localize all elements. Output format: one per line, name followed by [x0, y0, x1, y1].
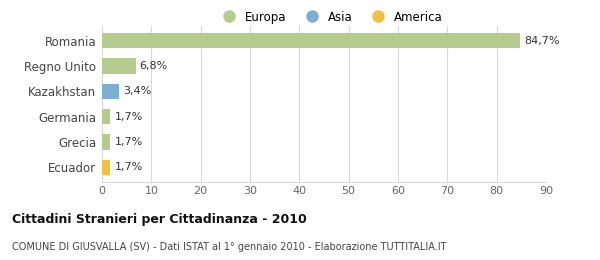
Text: 1,7%: 1,7%: [115, 112, 143, 122]
Bar: [102, 160, 110, 175]
Text: 84,7%: 84,7%: [524, 36, 559, 46]
Bar: [102, 33, 520, 48]
Text: 3,4%: 3,4%: [123, 86, 151, 96]
Text: Cittadini Stranieri per Cittadinanza - 2010: Cittadini Stranieri per Cittadinanza - 2…: [12, 213, 307, 226]
Bar: [102, 109, 110, 124]
Legend: Europa, Asia, America: Europa, Asia, America: [213, 6, 447, 28]
Bar: [102, 134, 110, 150]
Text: 1,7%: 1,7%: [115, 137, 143, 147]
Bar: [102, 84, 119, 99]
Text: 6,8%: 6,8%: [139, 61, 168, 71]
Text: 1,7%: 1,7%: [115, 162, 143, 172]
Bar: [102, 58, 136, 74]
Text: COMUNE DI GIUSVALLA (SV) - Dati ISTAT al 1° gennaio 2010 - Elaborazione TUTTITAL: COMUNE DI GIUSVALLA (SV) - Dati ISTAT al…: [12, 242, 446, 252]
